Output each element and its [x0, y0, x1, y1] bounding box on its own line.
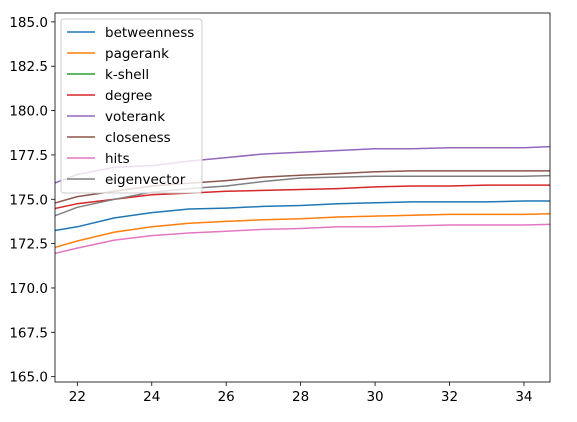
- series-line-degree: [55, 184, 550, 210]
- y-tick-label: 170.0: [9, 281, 48, 297]
- legend-label-degree: degree: [105, 88, 152, 104]
- y-tick-label: 167.5: [9, 325, 48, 341]
- x-tick-label: 28: [292, 389, 309, 405]
- legend-frame: [60, 18, 203, 194]
- x-tick-label: 22: [69, 389, 86, 405]
- x-tick-label: 26: [218, 389, 235, 405]
- series-line-betweenness: [55, 200, 550, 232]
- y-tick-label: 172.5: [9, 237, 48, 253]
- legend-label-hits: hits: [105, 151, 130, 167]
- y-tick-label: 185.0: [9, 15, 48, 31]
- y-tick-label: 165.0: [9, 370, 48, 386]
- x-tick-label: 34: [515, 389, 532, 405]
- x-tick-label: 24: [143, 389, 160, 405]
- plot-frame: [54, 12, 551, 383]
- y-tick-label: 175.0: [9, 192, 48, 208]
- y-tick-label: 177.5: [9, 148, 48, 164]
- series-line-hits: [55, 223, 550, 255]
- axes-layer: 22 24 26 28 30 32 34 165.0 167.5 170.0 172.5 175.0 1…: [9, 15, 532, 405]
- legend-label-k-shell: k-shell: [105, 67, 149, 83]
- legend-label-betweenness: betweenness: [105, 25, 194, 41]
- legend-label-eigenvector: eigenvector: [105, 172, 186, 188]
- x-tick-label: 32: [441, 389, 458, 405]
- y-tick-label: 182.5: [9, 59, 48, 75]
- legend-label-closeness: closeness: [105, 130, 171, 146]
- x-tick-label: 30: [366, 389, 383, 405]
- y-tick-label: 180.0: [9, 104, 48, 120]
- series-line-pagerank: [55, 213, 550, 249]
- legend: betweenness pagerank k-shell degree voterank…: [60, 18, 203, 194]
- series-line-eigenvector: [55, 174, 550, 217]
- legend-label-pagerank: pagerank: [105, 46, 169, 62]
- legend-label-voterank: voterank: [105, 109, 165, 125]
